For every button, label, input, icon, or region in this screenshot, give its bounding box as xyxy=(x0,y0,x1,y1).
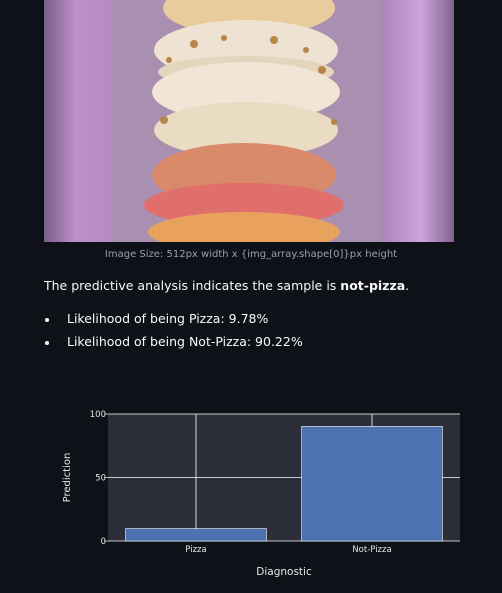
likelihood-not-pizza: Likelihood of being Not-Pizza: 90.22% xyxy=(44,332,303,355)
bar-not-pizza xyxy=(301,426,443,542)
prediction-label: not-pizza xyxy=(340,278,406,293)
summary-suffix: . xyxy=(405,278,410,293)
x-tick-label: Not-Pizza xyxy=(352,545,391,555)
bar-pizza xyxy=(125,528,267,542)
macaron-photo xyxy=(44,0,454,242)
summary-prefix: The predictive analysis indicates the sa… xyxy=(44,278,341,293)
prediction-chart: 0 50 100 Pizza Not-Pizza Diagnostic Prediction xyxy=(0,398,502,592)
image-caption: Image Size: 512px width x {img_array.sha… xyxy=(104,249,398,260)
x-axis-label: Diagnostic xyxy=(256,566,312,578)
y-tick-label: 0 xyxy=(101,537,106,547)
x-tick-label: Pizza xyxy=(185,545,206,555)
likelihood-list: Likelihood of being Pizza: 9.78% Likelih… xyxy=(44,309,303,355)
y-axis-label: Prediction xyxy=(62,453,73,503)
y-tick-label: 100 xyxy=(90,410,106,420)
likelihood-pizza: Likelihood of being Pizza: 9.78% xyxy=(44,309,303,332)
prediction-summary: The predictive analysis indicates the sa… xyxy=(44,278,409,293)
prediction-bar-chart: 0 50 100 Pizza Not-Pizza Diagnostic Prediction xyxy=(62,410,460,578)
y-tick-label: 50 xyxy=(95,474,106,484)
